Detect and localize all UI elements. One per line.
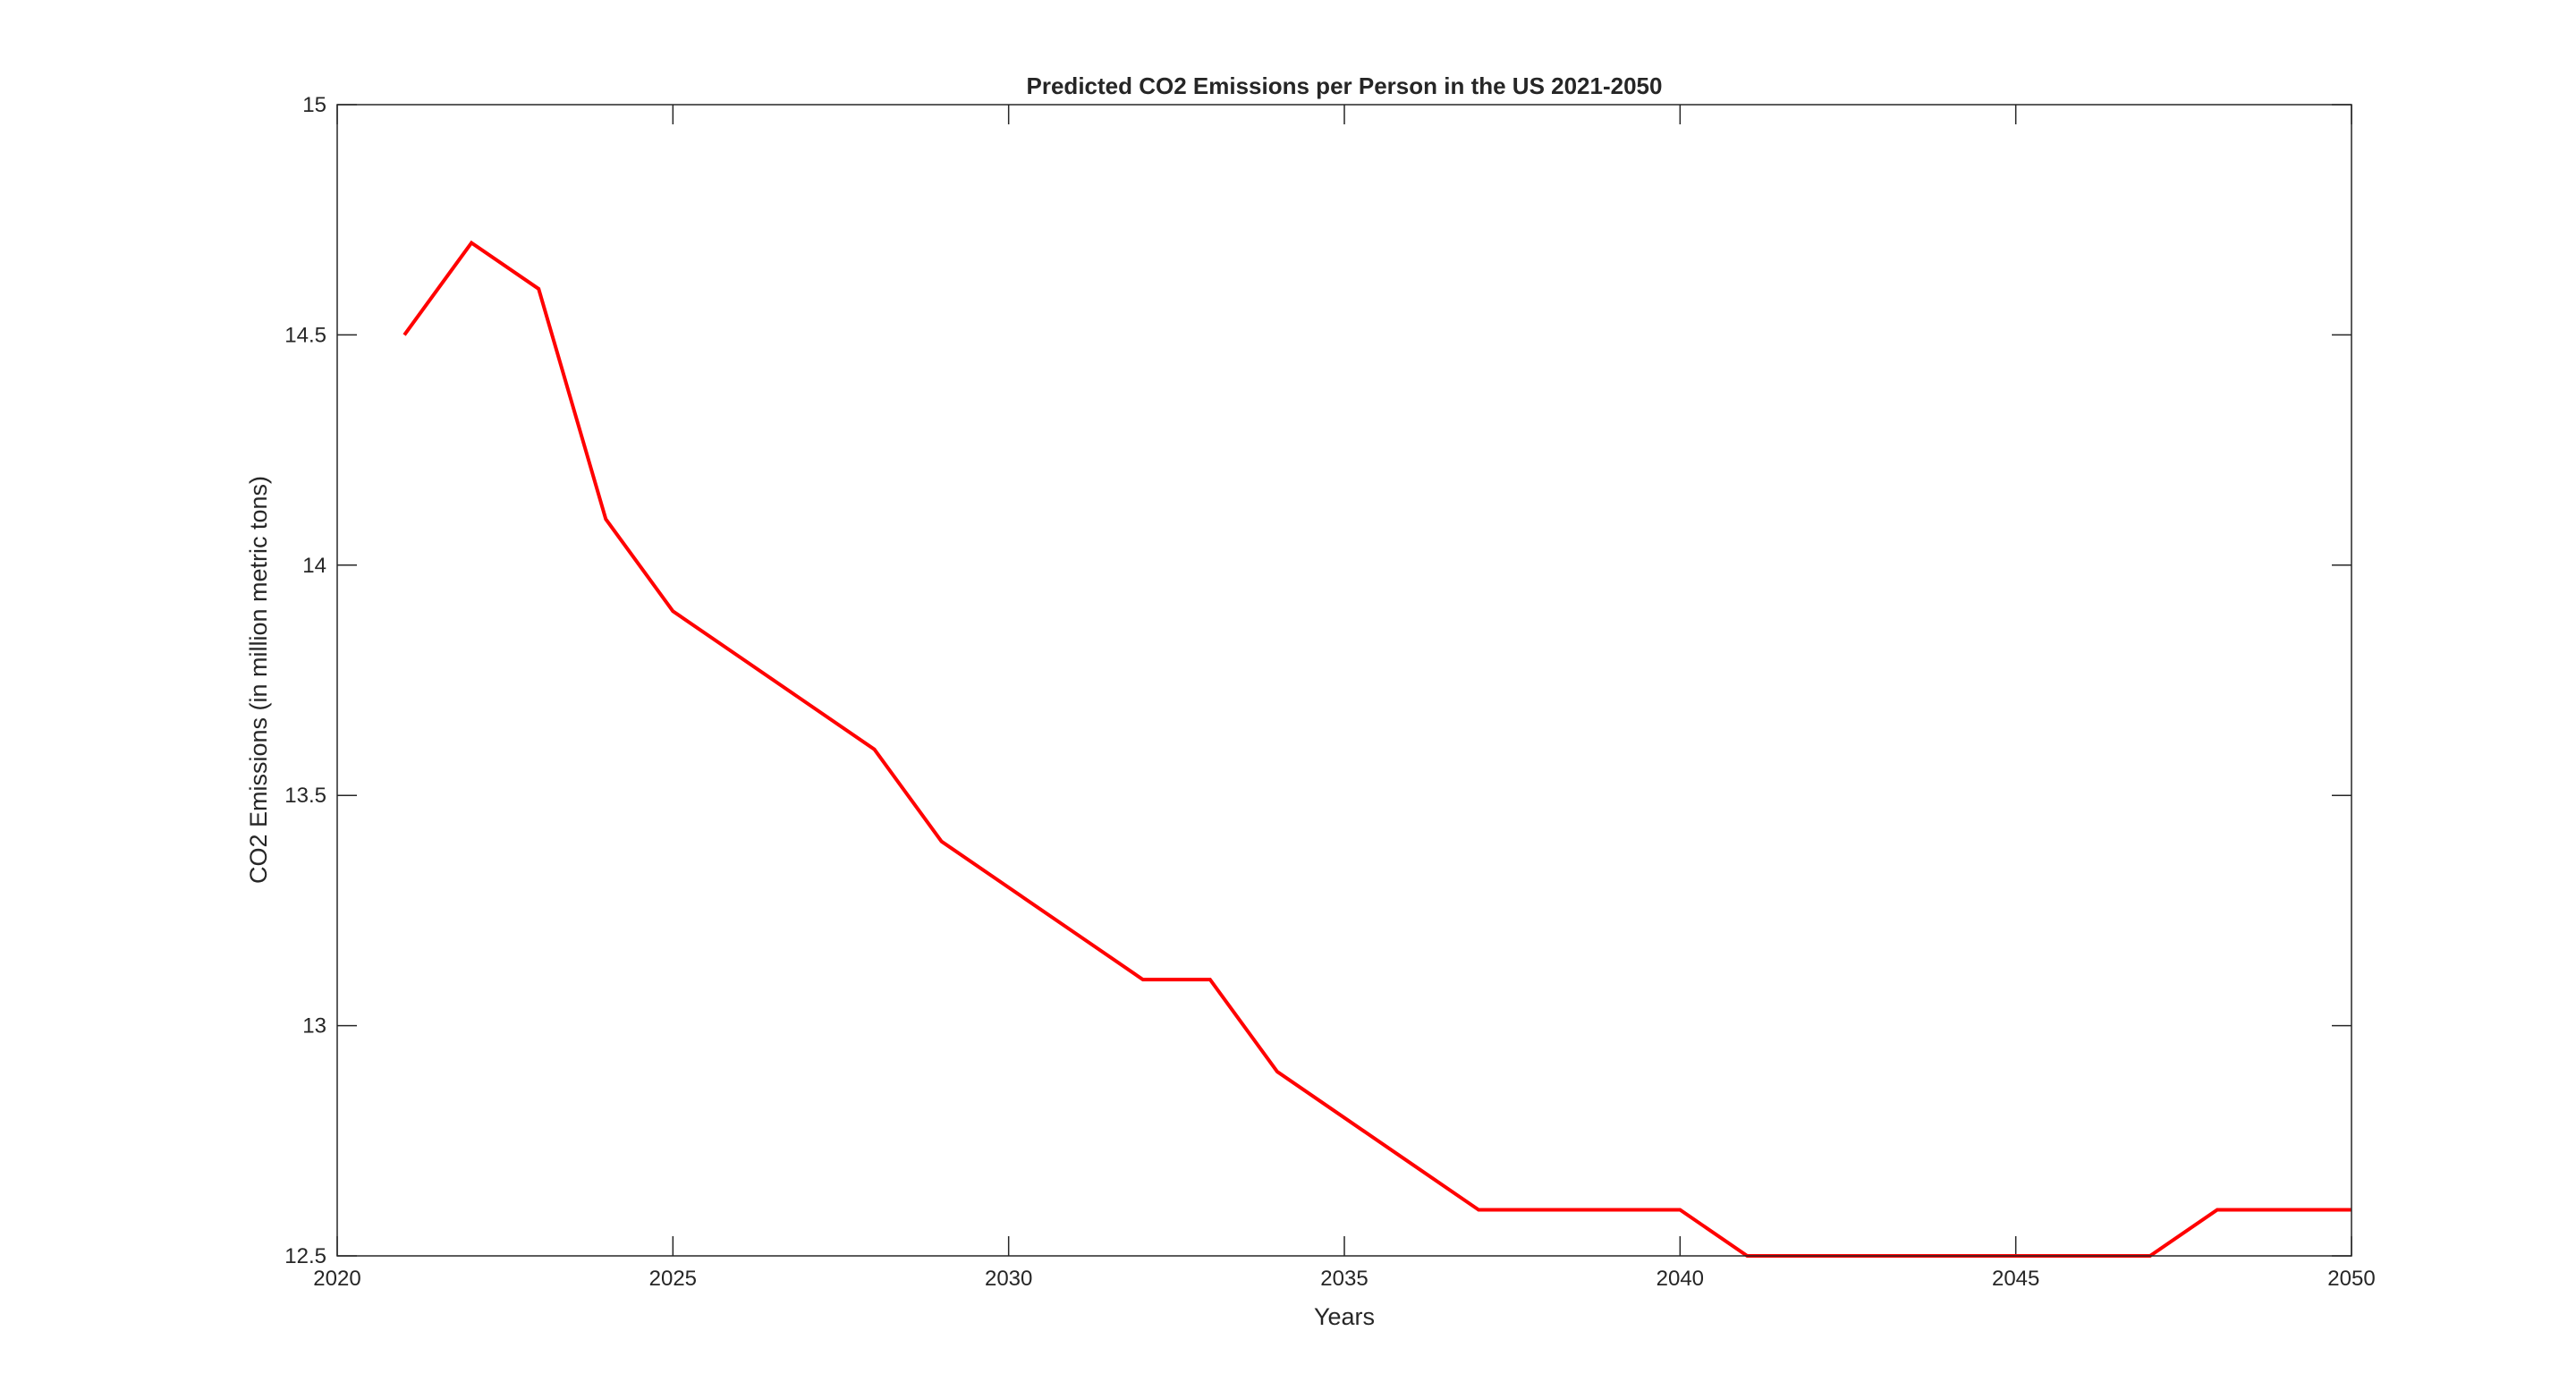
y-tick-label: 14.5 (284, 323, 326, 347)
tick-labels: 2020 2025 2030 2035 2040 2045 2050 12.5 13 13.5 14… (284, 93, 2375, 1291)
chart-title: Predicted CO2 Emissions per Person in th… (1027, 72, 1663, 99)
x-tick-label: 2020 (313, 1267, 360, 1291)
plot-box (336, 104, 2352, 1257)
y-tick-label: 13 (302, 1014, 326, 1039)
x-tick-label: 2035 (1320, 1267, 1368, 1291)
x-tick-label: 2025 (649, 1267, 697, 1291)
y-axis-label: CO2 Emissions (in million metric tons) (245, 476, 272, 884)
y-tick-label: 12.5 (284, 1244, 326, 1268)
y-tick-label: 14 (302, 554, 326, 578)
plot-area (337, 105, 2351, 1256)
x-tick-label: 2050 (2327, 1267, 2375, 1291)
y-tick-label: 13.5 (284, 784, 326, 808)
y-tick-label: 15 (302, 93, 326, 117)
x-axis-label: Years (1314, 1303, 1375, 1330)
x-tick-label: 2045 (1992, 1267, 2039, 1291)
x-tick-label: 2040 (1657, 1267, 1704, 1291)
x-tick-label: 2030 (985, 1267, 1032, 1291)
